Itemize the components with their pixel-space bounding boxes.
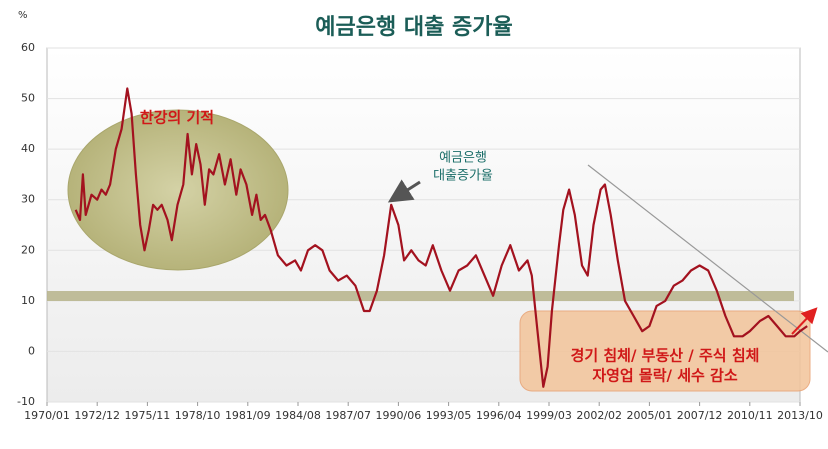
up-arrow bbox=[791, 307, 818, 335]
annotation: 경기 침체/ 부동산 / 주식 침체 bbox=[571, 347, 760, 365]
y-tick-label: -10 bbox=[17, 395, 35, 408]
x-tick-label: 1981/09 bbox=[225, 409, 271, 422]
highlight-ellipse bbox=[67, 109, 289, 271]
x-tick-label: 1975/11 bbox=[125, 409, 171, 422]
x-tick-label: 2002/02 bbox=[576, 409, 622, 422]
annotation: 대출증가율 bbox=[433, 169, 493, 184]
x-tick-label: 1996/04 bbox=[476, 409, 522, 422]
x-tick-label: 2013/10 bbox=[777, 409, 823, 422]
annotation: 예금은행 bbox=[439, 150, 487, 166]
x-tick-label: 1993/05 bbox=[426, 409, 472, 422]
x-tick-label: 1970/01 bbox=[24, 409, 70, 422]
x-tick-label: 2007/12 bbox=[677, 409, 723, 422]
trend-line bbox=[587, 164, 828, 353]
y-tick-label: 0 bbox=[28, 344, 35, 357]
y-tick-label: 60 bbox=[21, 41, 35, 54]
y-tick-label: 20 bbox=[21, 243, 35, 256]
chart-title: 예금은행 대출 증가율 bbox=[315, 14, 512, 40]
annotation: 자영업 몰락/ 세수 감소 bbox=[592, 367, 738, 385]
y-tick-label: 50 bbox=[21, 92, 35, 105]
x-tick-label: 1990/06 bbox=[376, 409, 422, 422]
y-tick-label: 10 bbox=[21, 294, 35, 307]
label-arrow bbox=[387, 179, 421, 203]
x-tick-label: 1984/08 bbox=[275, 409, 321, 422]
data-line bbox=[74, 87, 808, 388]
recession-box bbox=[519, 310, 811, 392]
annotation: 한강의 기적 bbox=[140, 109, 214, 127]
x-tick-label: 1978/10 bbox=[175, 409, 221, 422]
x-tick-label: 1987/07 bbox=[325, 409, 371, 422]
band bbox=[47, 291, 794, 301]
y-tick-label: 30 bbox=[21, 193, 35, 206]
y-tick-label: 40 bbox=[21, 142, 35, 155]
x-tick-label: 2010/11 bbox=[727, 409, 773, 422]
y-axis-label: % bbox=[18, 10, 28, 21]
x-tick-label: 1999/03 bbox=[526, 409, 572, 422]
x-tick-label: 2005/01 bbox=[627, 409, 673, 422]
x-tick-label: 1972/12 bbox=[74, 409, 120, 422]
